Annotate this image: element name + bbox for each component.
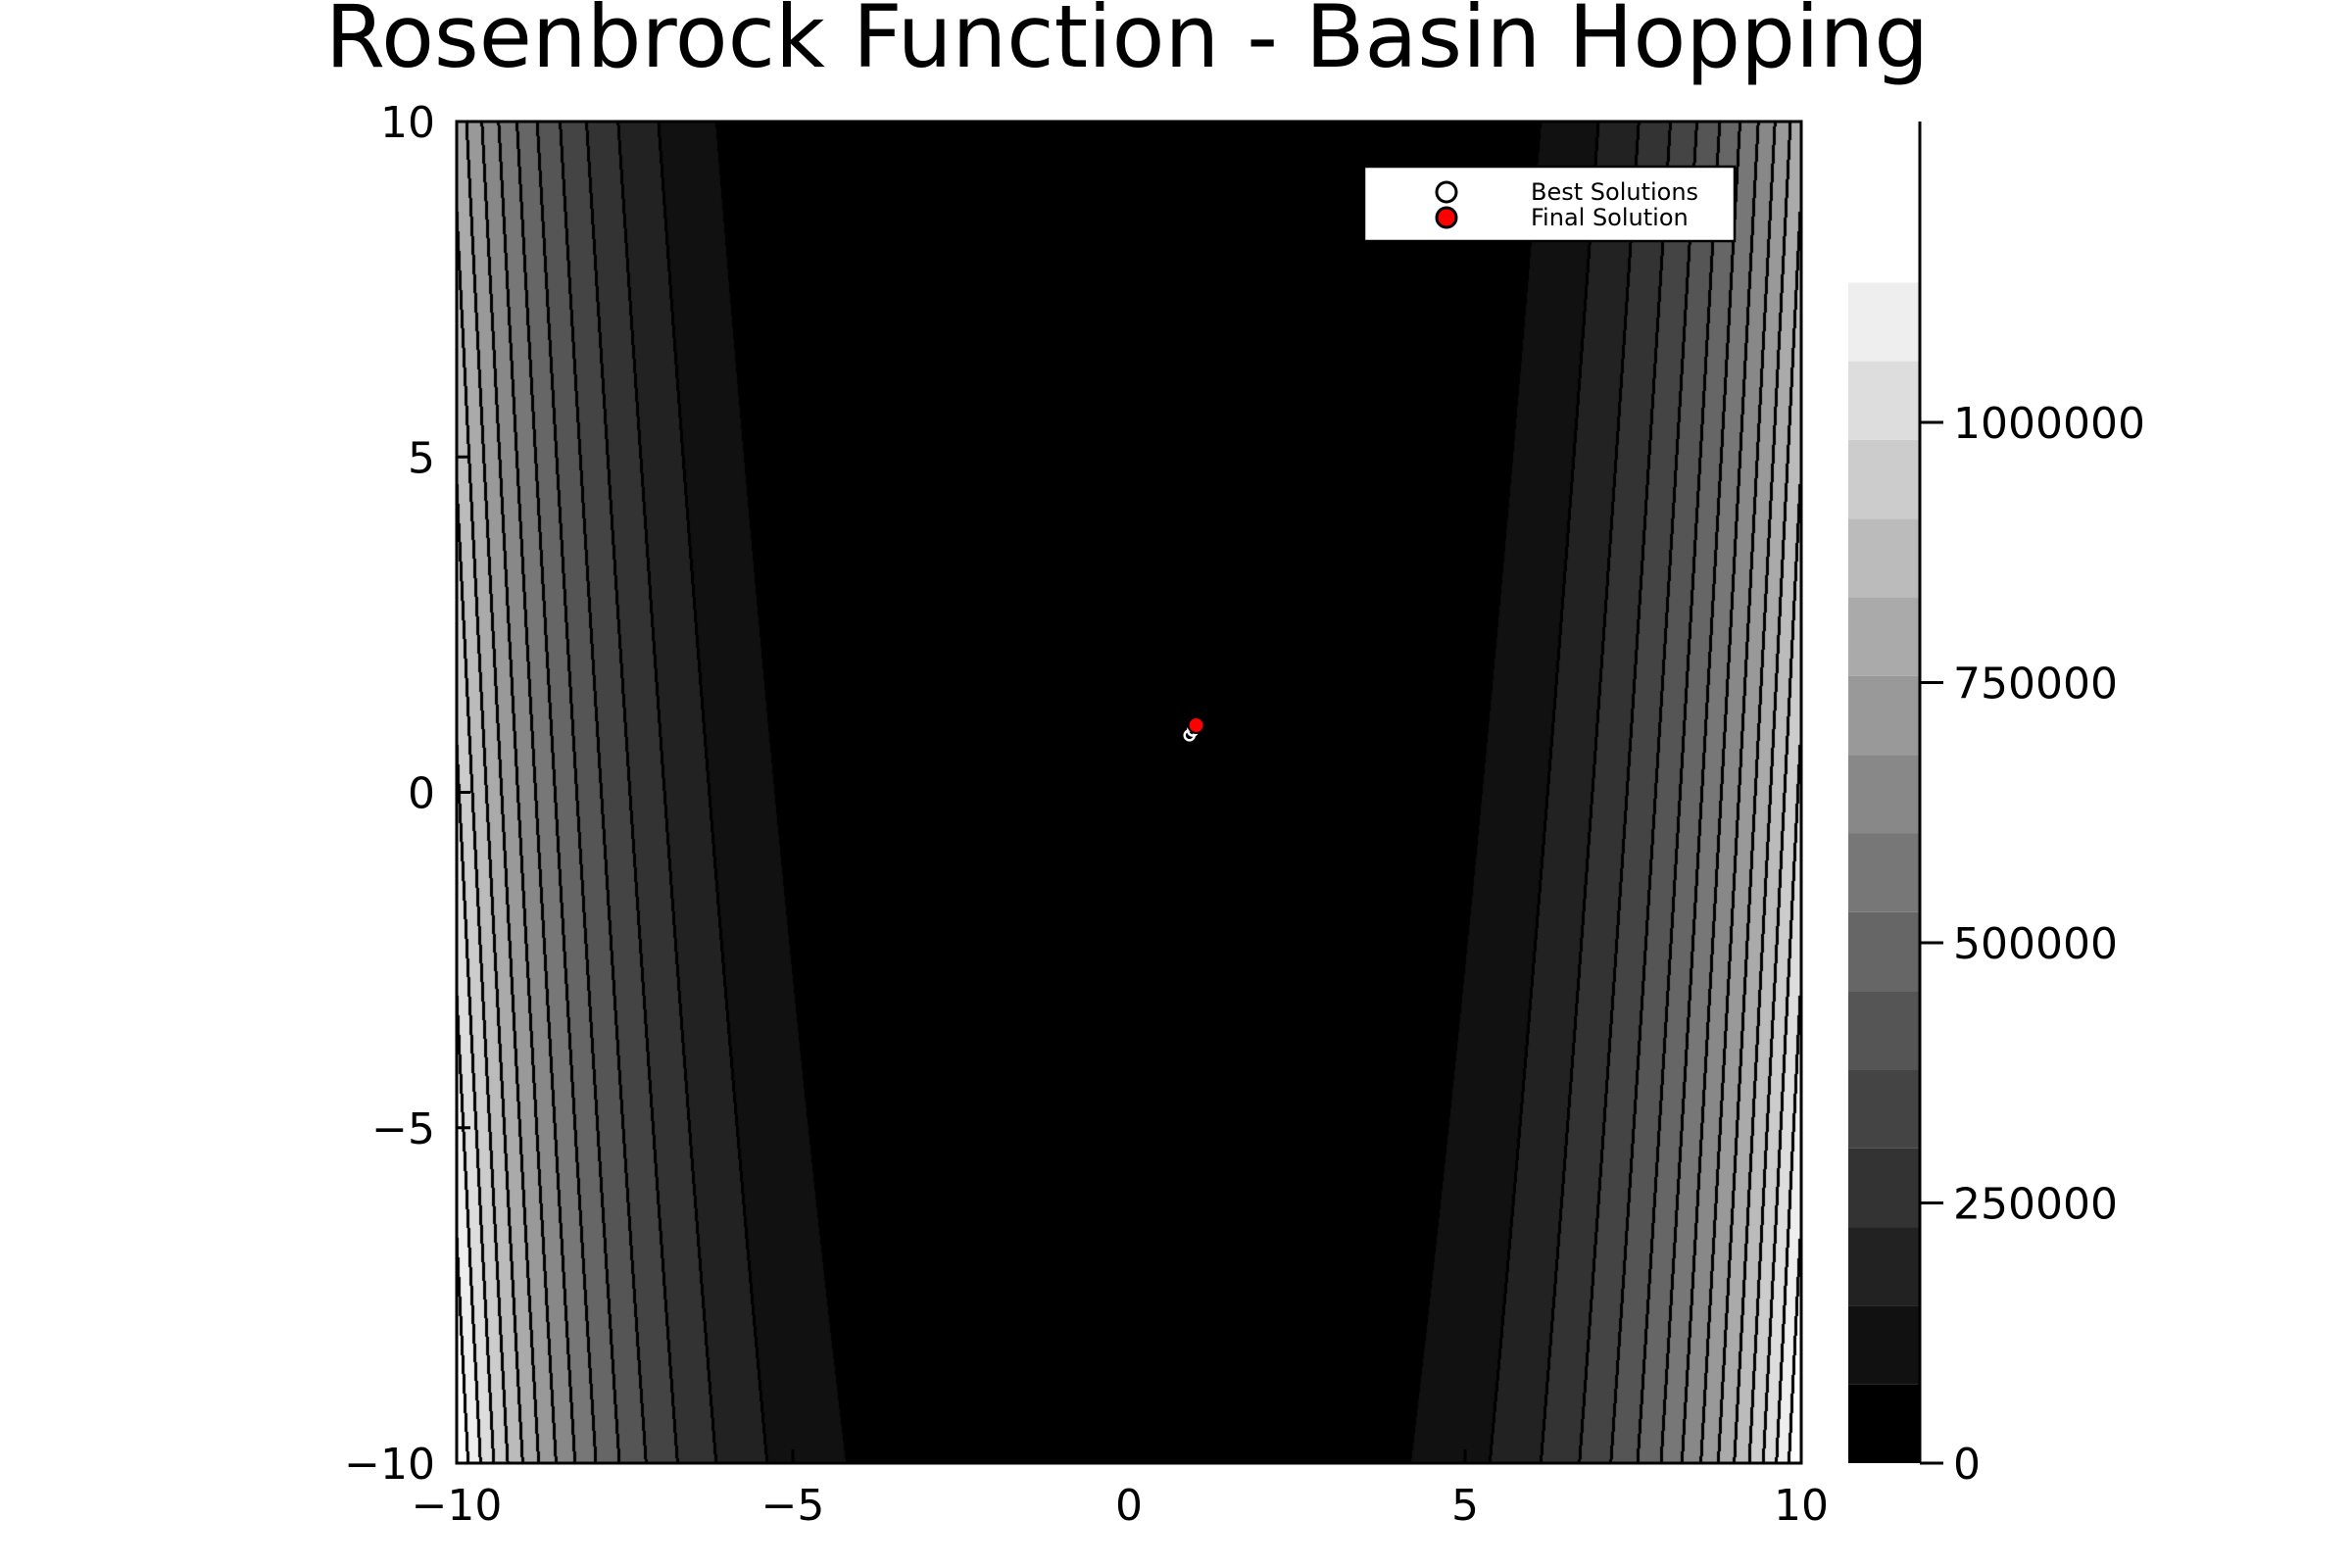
legend-box	[1362, 165, 1737, 243]
x-tick-label: −10	[412, 1481, 503, 1531]
colorbar-band	[1848, 675, 1920, 756]
y-tick-label: 0	[408, 769, 435, 819]
colorbar-band	[1848, 1305, 1920, 1385]
colorbar-tick-label: 750000	[1953, 660, 2118, 710]
colorbar-band	[1848, 361, 1920, 440]
y-tick-label: 10	[380, 98, 435, 148]
colorbar: 0 250000 500000 750000 1000000	[1848, 122, 2145, 1490]
colorbar-tick-label: 1000000	[1953, 399, 2145, 449]
final-solution-point-1-0	[1187, 716, 1205, 735]
colorbar-band	[1848, 833, 1920, 912]
contour-fill	[457, 122, 1801, 1463]
colorbar-band	[1848, 1384, 1920, 1463]
x-tick-label: 10	[1774, 1481, 1829, 1531]
colorbar-band	[1848, 439, 1920, 519]
x-axis: −10 −5 0 5 10	[412, 1449, 1829, 1531]
colorbar-band	[1848, 991, 1920, 1070]
colorbar-tick-label: 250000	[1953, 1180, 2118, 1230]
x-tick-label: 0	[1115, 1481, 1143, 1531]
y-tick-label: −10	[344, 1440, 435, 1490]
legend-entry-label: Best Solutions	[1531, 178, 1698, 206]
colorbar-band	[1848, 518, 1920, 598]
colorbar-tick-label: 500000	[1953, 919, 2118, 969]
chart-title: Rosenbrock Function - Basin Hopping	[325, 0, 1929, 87]
colorbar-band	[1848, 911, 1920, 992]
plot-area	[455, 120, 1803, 1465]
legend-best-solutions-marker	[1435, 180, 1458, 204]
legend-final-solution-marker	[1435, 206, 1458, 229]
y-axis: −10 −5 0 5 10	[344, 98, 470, 1490]
colorbar-band	[1848, 1069, 1920, 1149]
colorbar-band	[1848, 282, 1920, 362]
colorbar-band	[1848, 597, 1920, 676]
colorbar-band	[1848, 755, 1920, 834]
legend-entry-label: Final Solution	[1531, 204, 1689, 231]
x-tick-label: −5	[761, 1481, 825, 1531]
colorbar-band	[1848, 1227, 1920, 1306]
y-tick-label: −5	[371, 1104, 435, 1154]
colorbar-band	[1848, 204, 1920, 283]
colorbar-band	[1848, 1148, 1920, 1228]
x-tick-label: 5	[1451, 1481, 1479, 1531]
y-tick-label: 5	[408, 433, 435, 483]
colorbar-tick-label: 0	[1953, 1440, 1981, 1490]
